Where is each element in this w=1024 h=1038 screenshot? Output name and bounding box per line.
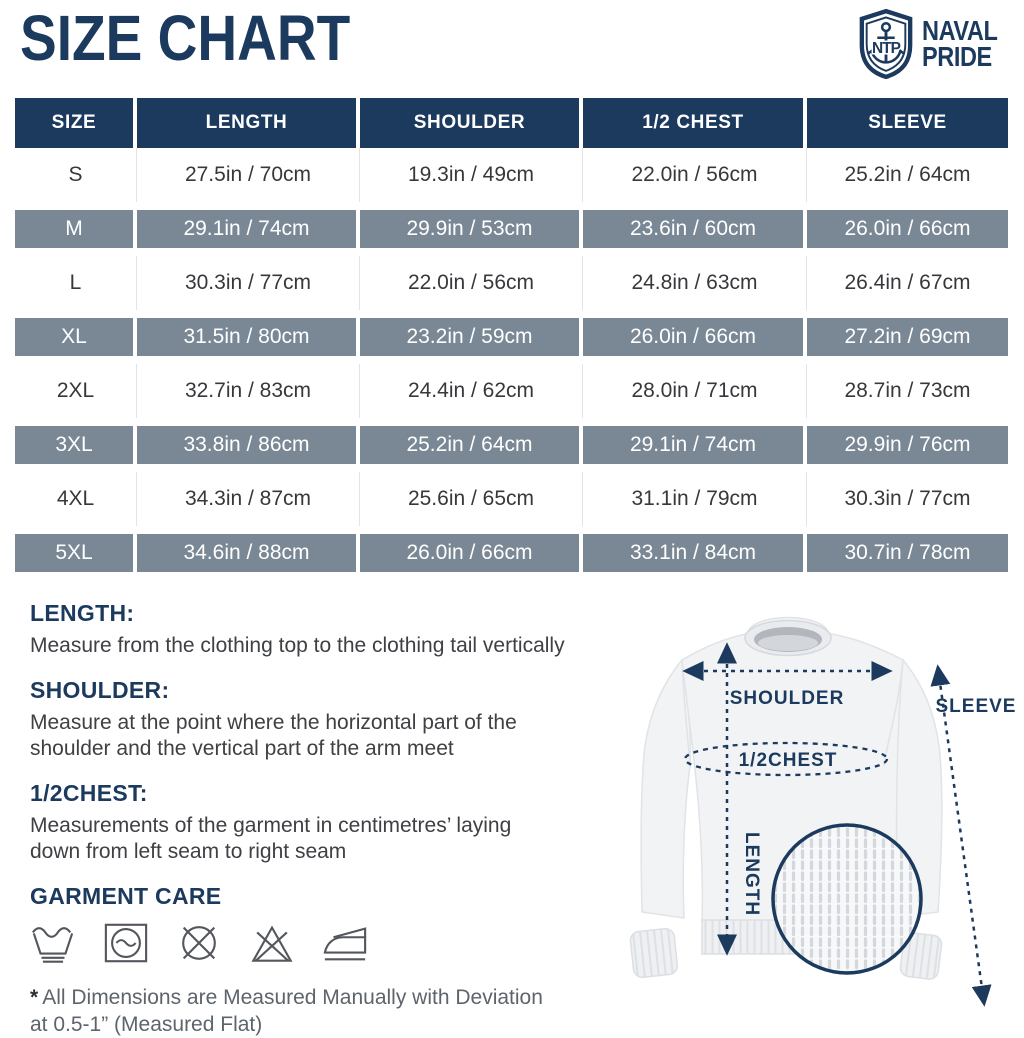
value-cell: 32.7in / 83cm <box>137 364 360 418</box>
definition-term: LENGTH: <box>30 600 135 626</box>
brand-logo: NTP NAVAL PRIDE <box>857 8 1012 80</box>
table-row-l: L 30.3in / 77cm 22.0in / 56cm 24.8in / 6… <box>15 256 1008 310</box>
value-cell: 33.1in / 84cm <box>583 526 807 580</box>
footnote-text: All Dimensions are Measured Manually wit… <box>42 986 543 1009</box>
brand-name-line2: PRIDE <box>922 41 992 72</box>
size-cell: 4XL <box>15 472 137 526</box>
value-cell: 23.2in / 59cm <box>360 310 583 364</box>
value-cell: 29.1in / 74cm <box>583 418 807 472</box>
definition-text: Measure at the point where the horizonta… <box>30 711 517 734</box>
care-icons-row <box>30 920 630 966</box>
table-row-4xl: 4XL 34.3in / 87cm 25.6in / 65cm 31.1in /… <box>15 472 1008 526</box>
anchor-icon <box>867 21 906 64</box>
table-row-m: M 29.1in / 74cm 29.9in / 53cm 23.6in / 6… <box>15 202 1008 256</box>
value-cell: 23.6in / 60cm <box>583 202 807 256</box>
half-chest-measure-line <box>683 741 889 777</box>
table-row-3xl: 3XL 33.8in / 86cm 25.2in / 64cm 29.1in /… <box>15 418 1008 472</box>
table-row-2xl: 2XL 32.7in / 83cm 24.4in / 62cm 28.0in /… <box>15 364 1008 418</box>
table-row-s: S 27.5in / 70cm 19.3in / 49cm 22.0in / 5… <box>15 148 1008 202</box>
definition-text: down from left seam to right seam <box>30 840 347 863</box>
value-cell: 24.4in / 62cm <box>360 364 583 418</box>
value-cell: 30.7in / 78cm <box>807 526 1008 580</box>
column-header-length: LENGTH <box>137 98 360 148</box>
diagram-half-chest-label: 1/2CHEST <box>739 750 838 771</box>
footnote-text: at 0.5-1” (Measured Flat) <box>30 1013 263 1036</box>
value-cell: 26.0in / 66cm <box>583 310 807 364</box>
left-sleeve <box>640 658 692 919</box>
definition-term: 1/2CHEST: <box>30 780 148 806</box>
sleeve-measure-line <box>930 664 992 1007</box>
definition-shoulder: SHOULDER: Measure at the point where the… <box>30 677 630 762</box>
garment-care-section: GARMENT CARE <box>30 883 630 966</box>
value-cell: 31.1in / 79cm <box>583 472 807 526</box>
value-cell: 30.3in / 77cm <box>137 256 360 310</box>
size-cell: M <box>15 202 137 256</box>
size-cell: 3XL <box>15 418 137 472</box>
garment-care-title: GARMENT CARE <box>30 883 222 909</box>
size-cell: S <box>15 148 137 202</box>
value-cell: 25.2in / 64cm <box>360 418 583 472</box>
iron-icon <box>323 927 367 961</box>
column-header-size: SIZE <box>15 98 137 148</box>
definition-term: SHOULDER: <box>30 677 170 703</box>
value-cell: 22.0in / 56cm <box>583 148 807 202</box>
brand-monogram: NTP <box>872 40 901 57</box>
machine-wash-icon <box>104 923 148 963</box>
value-cell: 27.2in / 69cm <box>807 310 1008 364</box>
definition-half-chest: 1/2CHEST: Measurements of the garment in… <box>30 780 630 865</box>
value-cell: 29.9in / 53cm <box>360 202 583 256</box>
value-cell: 26.0in / 66cm <box>807 202 1008 256</box>
value-cell: 19.3in / 49cm <box>360 148 583 202</box>
measurement-lines <box>682 642 992 1007</box>
value-cell: 34.3in / 87cm <box>137 472 360 526</box>
value-cell: 25.2in / 64cm <box>807 148 1008 202</box>
size-cell: L <box>15 256 137 310</box>
table-row-xl: XL 31.5in / 80cm 23.2in / 59cm 26.0in / … <box>15 310 1008 364</box>
size-cell: 5XL <box>15 526 137 580</box>
diagram-shoulder-label: SHOULDER <box>730 688 845 709</box>
diagram-length-label: LENGTH <box>741 832 762 916</box>
diagram-sleeve-label: SLEEVE <box>936 696 1017 717</box>
value-cell: 26.0in / 66cm <box>360 526 583 580</box>
value-cell: 26.4in / 67cm <box>807 256 1008 310</box>
do-not-dry-clean-icon <box>182 926 216 960</box>
footnote: * All Dimensions are Measured Manually wi… <box>30 984 630 1038</box>
definition-text: Measure from the clothing top to the clo… <box>30 634 565 657</box>
column-header-half-chest: 1/2 CHEST <box>583 98 807 148</box>
value-cell: 24.8in / 63cm <box>583 256 807 310</box>
definition-text: shoulder and the vertical part of the ar… <box>30 737 454 760</box>
value-cell: 27.5in / 70cm <box>137 148 360 202</box>
value-cell: 34.6in / 88cm <box>137 526 360 580</box>
value-cell: 31.5in / 80cm <box>137 310 360 364</box>
fabric-detail-circle <box>771 823 923 975</box>
size-cell: XL <box>15 310 137 364</box>
do-not-bleach-icon <box>251 925 293 962</box>
brand-name-line1: NAVAL <box>922 15 998 47</box>
value-cell: 29.9in / 76cm <box>807 418 1008 472</box>
value-cell: 28.7in / 73cm <box>807 364 1008 418</box>
definition-text: Measurements of the garment in centimetr… <box>30 814 512 837</box>
value-cell: 22.0in / 56cm <box>360 256 583 310</box>
column-header-shoulder: SHOULDER <box>360 98 583 148</box>
size-table: SIZE LENGTH SHOULDER 1/2 CHEST SLEEVE S … <box>15 98 1008 580</box>
measure-definitions: LENGTH: Measure from the clothing top to… <box>30 600 630 1038</box>
size-cell: 2XL <box>15 364 137 418</box>
left-cuff <box>629 927 679 979</box>
naval-pride-shield-icon: NTP <box>859 8 913 80</box>
value-cell: 25.6in / 65cm <box>360 472 583 526</box>
definition-length: LENGTH: Measure from the clothing top to… <box>30 600 630 659</box>
column-header-sleeve: SLEEVE <box>807 98 1008 148</box>
footnote-marker: * <box>30 986 39 1009</box>
value-cell: 29.1in / 74cm <box>137 202 360 256</box>
table-row-5xl: 5XL 34.6in / 88cm 26.0in / 66cm 33.1in /… <box>15 526 1008 580</box>
sweatshirt-measurement-diagram: SHOULDER 1/2CHEST LENGTH SLEEVE <box>629 616 1017 1007</box>
gentle-wash-icon <box>31 927 74 963</box>
value-cell: 33.8in / 86cm <box>137 418 360 472</box>
brand-name: NAVAL PRIDE <box>922 15 998 72</box>
value-cell: 28.0in / 71cm <box>583 364 807 418</box>
table-header-row: SIZE LENGTH SHOULDER 1/2 CHEST SLEEVE <box>15 98 1008 148</box>
page-title: SIZE CHART <box>20 2 351 74</box>
value-cell: 30.3in / 77cm <box>807 472 1008 526</box>
